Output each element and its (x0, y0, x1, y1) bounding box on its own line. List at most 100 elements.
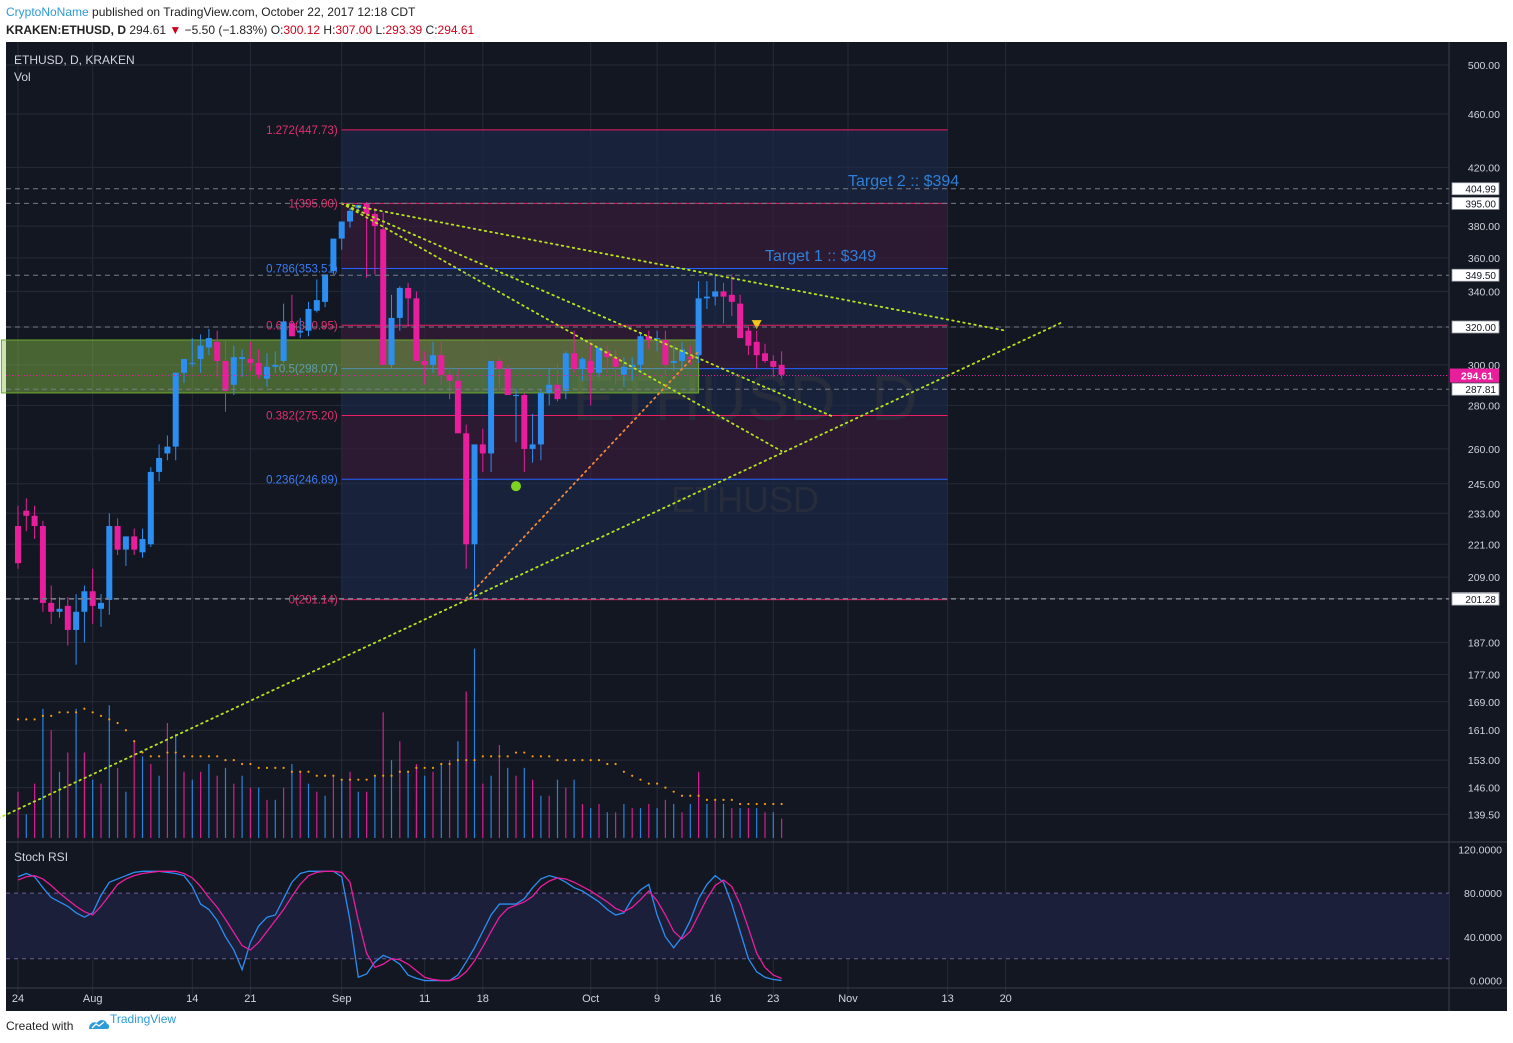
candle-body (114, 525, 121, 550)
candle-body (496, 360, 503, 369)
volume-ma-point (241, 762, 244, 766)
volume-ma-point (290, 770, 293, 773)
price-line-badge-text: 349.50 (1465, 271, 1496, 282)
price-axis-tick: 380.00 (1468, 221, 1500, 233)
volume-ma-point (149, 755, 152, 758)
volume-ma-point (332, 774, 335, 777)
volume-ma-point (614, 762, 617, 766)
time-axis-tick: Oct (582, 993, 599, 1005)
watermark-subtitle: ETHUSD (671, 479, 819, 520)
price-line-badge-text: 404.99 (1465, 185, 1496, 196)
price-axis-tick: 280.00 (1468, 400, 1500, 412)
time-axis-tick: 24 (12, 993, 24, 1005)
volume-ma-point (440, 762, 443, 766)
volume-ma-point (514, 751, 518, 754)
author-link[interactable]: CryptoNoName (6, 5, 89, 19)
candle-body (272, 364, 279, 367)
candle-body (529, 444, 536, 449)
price-line-badge-text: 201.28 (1465, 595, 1496, 606)
volume-ma-point (108, 718, 111, 721)
candle-body (48, 602, 55, 612)
candle-body (73, 611, 80, 630)
candle-body (322, 274, 329, 302)
candle-body (131, 536, 138, 550)
last-price-badge (1450, 368, 1499, 383)
candle-body (612, 357, 619, 367)
time-axis-tick: Sep (332, 993, 352, 1005)
target-label: Target 1 :: $349 (765, 248, 876, 265)
volume-ma-point (747, 802, 750, 806)
candle-body (181, 359, 187, 373)
volume-ma-point (348, 778, 352, 781)
volume-ma-point (315, 774, 318, 777)
volume-ma-point (174, 751, 177, 754)
tradingview-brand[interactable]: TradingView (110, 1012, 177, 1026)
stoch-band-fill (6, 893, 1449, 959)
candle-body (313, 300, 320, 311)
candle-body (39, 525, 46, 603)
candle-body (139, 539, 146, 553)
volume-ma-point (506, 755, 509, 758)
fib-level-label: 0.618(320.95) (266, 320, 338, 332)
volume-ma-point (465, 759, 468, 762)
candle-body (388, 317, 395, 365)
candle-body (172, 372, 179, 447)
candle-body (98, 602, 104, 609)
fib-band (341, 268, 948, 326)
candle-body (330, 238, 337, 272)
volume-ma-point (423, 766, 426, 769)
volume-ma-point (224, 759, 227, 762)
stoch-axis-tick: 120.0000 (1458, 844, 1502, 856)
candle-body (521, 395, 528, 449)
price-change: −5.50 (−1.83%) (184, 23, 268, 37)
candle-body (728, 294, 735, 302)
volume-ma-point (373, 774, 376, 777)
price-line-badge (1451, 320, 1500, 334)
volume-ma-point (116, 721, 119, 725)
volume-ma-point (91, 711, 94, 714)
price-axis-tick: 161.00 (1468, 725, 1500, 737)
candle-body (513, 395, 519, 397)
time-axis-tick: 16 (709, 993, 721, 1005)
candle-body (156, 457, 163, 472)
volume-ma-point (274, 766, 277, 769)
candle-body (454, 380, 461, 434)
volume-ma-point (398, 770, 401, 773)
low-label: L: (375, 23, 386, 37)
price-axis-tick: 233.00 (1468, 508, 1500, 520)
candle-body (753, 341, 760, 356)
stoch-series-k (17, 870, 782, 982)
volume-ma-point (66, 711, 69, 714)
price-axis-tick: 221.00 (1468, 539, 1500, 551)
volume-ma-point (58, 711, 61, 714)
high-value: 307.00 (335, 23, 373, 37)
volume-ma-point (672, 790, 675, 793)
volume-ma-point (448, 762, 451, 766)
candle-body (562, 353, 569, 391)
price-line-badge (1451, 592, 1500, 606)
fib-level-label: 0.786(353.51) (266, 264, 338, 276)
candle-body (662, 339, 669, 365)
trendline (340, 202, 833, 417)
volume-ma-point (564, 759, 567, 762)
stoch-title: Stoch RSI (14, 850, 68, 864)
volume-ma-point (780, 802, 783, 806)
volume-ma-point (531, 755, 534, 758)
price-line-badge-text: 287.81 (1465, 385, 1496, 396)
price-line-badge (1451, 382, 1500, 396)
stoch-axis-tick: 80.0000 (1464, 888, 1502, 900)
close-value: 294.61 (437, 23, 475, 37)
volume-label: Vol (14, 70, 31, 84)
volume-ma-point (456, 759, 459, 762)
volume-ma-point (357, 778, 360, 781)
candle-body (695, 298, 702, 356)
candle-body (421, 360, 428, 365)
chart-canvas[interactable]: ETHUSD, D ETHUSD 1.272(447.73) 1(395.00) 0.… (0, 42, 1513, 1012)
price-axis-tick: 245.00 (1468, 479, 1500, 491)
candle-body (463, 433, 470, 545)
low-value: 293.39 (385, 23, 423, 37)
fib-level-label: 0(201.14) (288, 595, 337, 607)
price-line-badge (1451, 268, 1500, 282)
stoch-axis-tick: 40.0000 (1464, 932, 1502, 944)
volume-ma-point (282, 766, 285, 769)
